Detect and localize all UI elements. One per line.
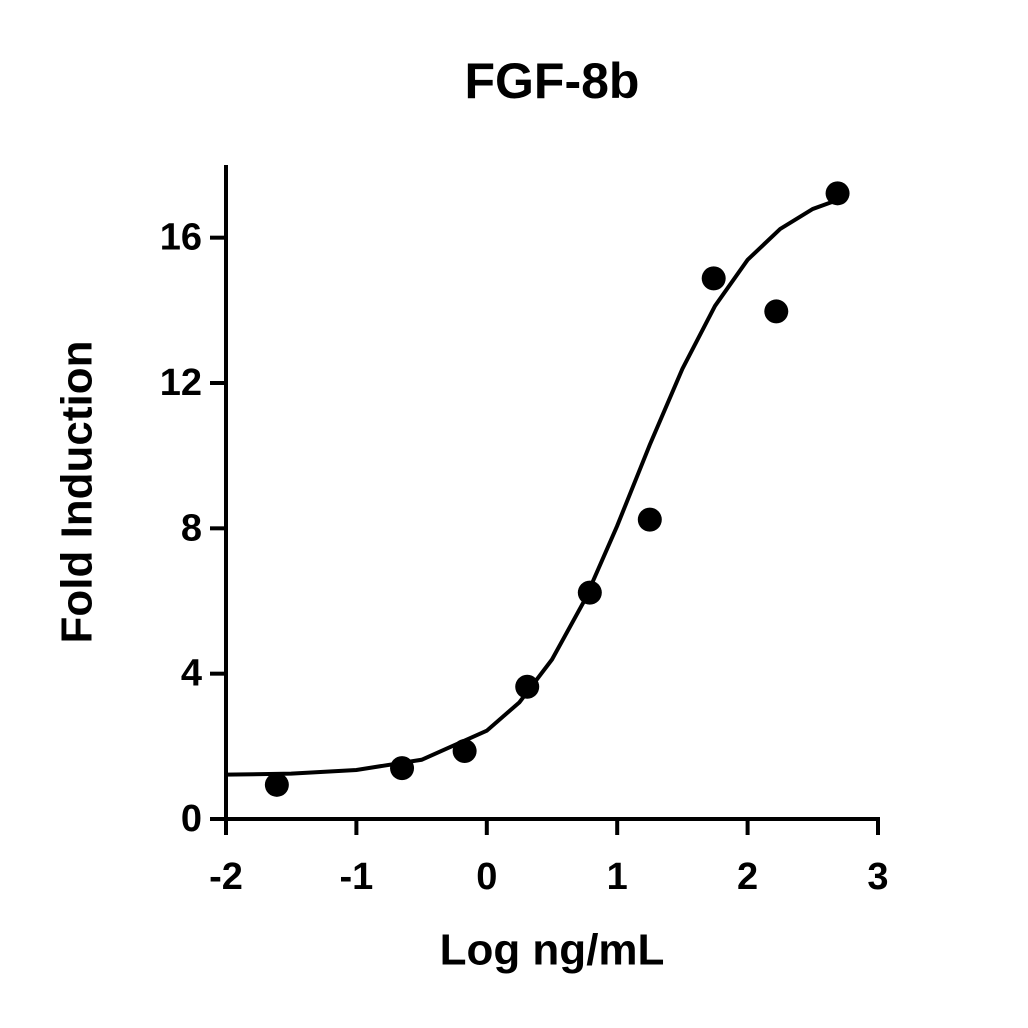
fit-curve	[225, 197, 840, 777]
data-point	[764, 299, 789, 324]
y-tick-label: 4	[181, 653, 202, 695]
data-point	[515, 674, 540, 699]
x-tick-label: 1	[607, 856, 628, 898]
data-point	[452, 739, 477, 764]
data-point	[264, 772, 289, 797]
data-point	[701, 266, 726, 291]
y-axis-label: Fold Induction	[53, 340, 102, 643]
chart-title: FGF-8b	[465, 53, 640, 109]
data-point	[577, 580, 602, 605]
x-tick-label: 0	[476, 856, 497, 898]
x-tick-label: -2	[209, 856, 243, 898]
y-tick-label: 16	[160, 217, 202, 259]
data-point	[825, 181, 850, 206]
x-tick-label: -1	[340, 856, 374, 898]
data-point	[390, 756, 415, 781]
data-point	[637, 507, 662, 532]
y-tick-label: 0	[181, 798, 202, 840]
y-tick-label: 8	[181, 507, 202, 549]
y-tick-label: 12	[160, 362, 202, 404]
x-axis-label: Log ng/mL	[440, 926, 665, 975]
x-tick-label: 2	[737, 856, 758, 898]
x-tick-label: 3	[867, 856, 888, 898]
